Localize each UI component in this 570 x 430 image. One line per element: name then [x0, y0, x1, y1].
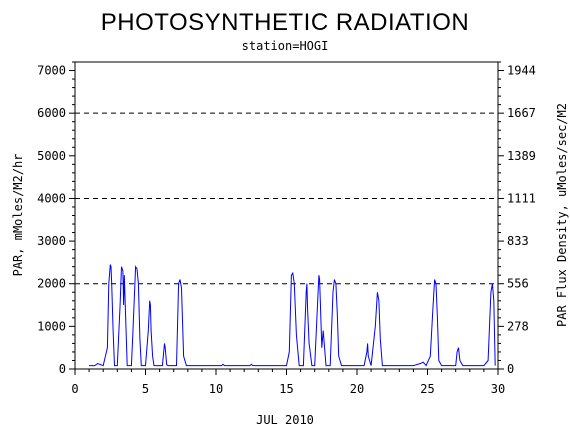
y2-tick-label: 556	[507, 277, 529, 291]
y-tick-label: 5000	[37, 149, 66, 163]
x-tick-label: 20	[350, 382, 364, 396]
y-axis-label: PAR, mMoles/M2/hr	[11, 154, 25, 277]
y2-tick-label: 1111	[507, 191, 536, 205]
y-tick-labels: 0 1000 2000 3000 4000 5000 6000 7000	[37, 64, 66, 376]
y-tick-label: 1000	[37, 319, 66, 333]
chart-subtitle: station=HOGI	[242, 39, 329, 53]
y-tick-label: 3000	[37, 234, 66, 248]
chart-title: PHOTOSYNTHETIC RADIATION	[101, 9, 469, 36]
x-tick-label: 0	[71, 382, 78, 396]
y-tick-label: 6000	[37, 106, 66, 120]
x-tick-labels: 0 5 10 15 20 25 30	[71, 382, 505, 396]
y2-tick-label: 0	[507, 362, 514, 376]
y2-axis-label: PAR Flux Density, uMoles/sec/M2	[555, 103, 569, 327]
y-tick-label: 4000	[37, 191, 66, 205]
x-tick-label: 25	[420, 382, 434, 396]
gridlines	[75, 112, 498, 285]
y2-tick-label: 833	[507, 234, 529, 248]
axis-ticks	[69, 61, 504, 375]
x-tick-label: 15	[279, 382, 293, 396]
y-tick-label: 7000	[37, 64, 66, 78]
x-tick-label: 30	[491, 382, 505, 396]
plot-frame	[74, 61, 499, 370]
y-tick-label: 0	[59, 362, 66, 376]
par-series-line	[89, 264, 496, 367]
x-axis-label: JUL 2010	[256, 413, 314, 427]
y2-tick-labels: 0 278 556 833 1111 1389 1667 1944	[507, 64, 536, 376]
x-tick-label: 10	[209, 382, 223, 396]
y2-tick-label: 1944	[507, 64, 536, 78]
x-tick-label: 5	[142, 382, 149, 396]
y2-tick-label: 1389	[507, 149, 536, 163]
y2-tick-label: 1667	[507, 106, 536, 120]
y-tick-label: 2000	[37, 277, 66, 291]
y2-tick-label: 278	[507, 319, 529, 333]
